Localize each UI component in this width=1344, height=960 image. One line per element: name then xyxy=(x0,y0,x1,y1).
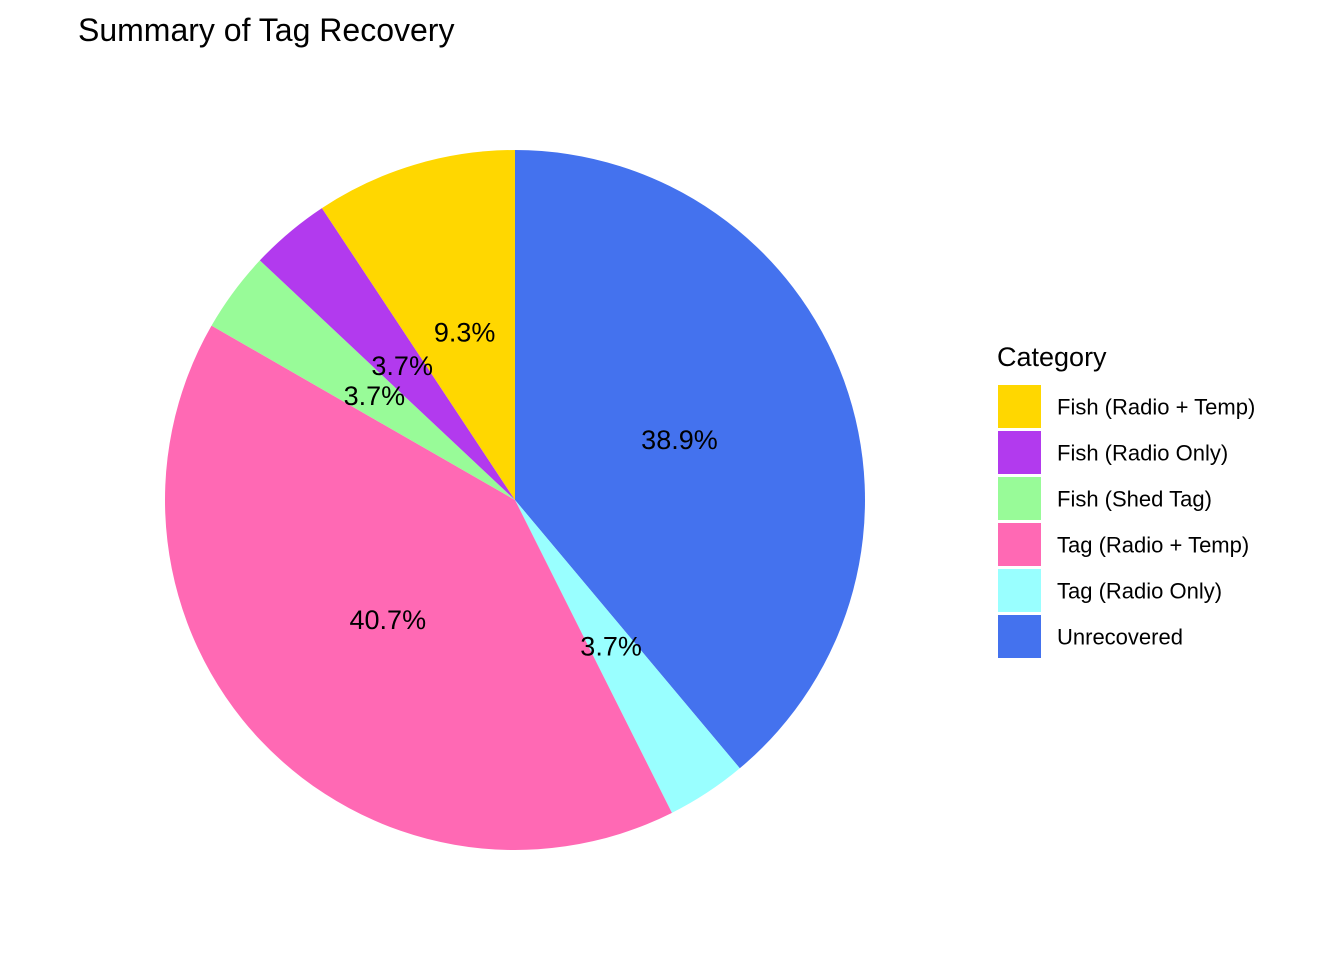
legend-item-fish-radio-only: Fish (Radio Only) xyxy=(998,431,1228,474)
pie-slices xyxy=(164,150,865,850)
legend-swatch-tag-radio-only xyxy=(998,569,1041,612)
legend-label-tag-radio-temp: Tag (Radio + Temp) xyxy=(1057,533,1249,558)
pie-slice-fish-radio-only xyxy=(259,208,515,500)
slice-label-fish-radio-temp: 9.3% xyxy=(434,317,496,347)
legend: Category Fish (Radio + Temp) Fish (Radio … xyxy=(997,342,1255,658)
legend-swatch-tag-radio-temp xyxy=(998,523,1041,566)
legend-swatch-fish-shed-tag xyxy=(998,477,1041,520)
pie-slice-unrecovered xyxy=(515,150,865,769)
pie-slice-tag-radio-temp xyxy=(164,325,672,850)
slice-label-fish-radio-only: 3.7% xyxy=(371,351,433,381)
legend-item-fish-shed-tag: Fish (Shed Tag) xyxy=(998,477,1212,520)
chart-title: Summary of Tag Recovery xyxy=(78,12,454,48)
pie-slice-fish-radio-temp xyxy=(321,150,515,500)
legend-label-fish-radio-only: Fish (Radio Only) xyxy=(1057,441,1228,466)
legend-item-fish-radio-temp: Fish (Radio + Temp) xyxy=(998,385,1255,428)
pie-slice-tag-radio-only xyxy=(515,500,740,813)
legend-swatch-fish-radio-only xyxy=(998,431,1041,474)
legend-label-fish-shed-tag: Fish (Shed Tag) xyxy=(1057,487,1212,512)
legend-label-fish-radio-temp: Fish (Radio + Temp) xyxy=(1057,395,1255,420)
legend-swatch-unrecovered xyxy=(998,615,1041,658)
legend-label-unrecovered: Unrecovered xyxy=(1057,625,1183,650)
legend-item-tag-radio-temp: Tag (Radio + Temp) xyxy=(998,523,1249,566)
legend-title: Category xyxy=(997,342,1107,372)
pie-slice-fish-shed-tag xyxy=(211,260,515,500)
legend-swatch-fish-radio-temp xyxy=(998,385,1041,428)
legend-item-unrecovered: Unrecovered xyxy=(998,615,1183,658)
slice-label-fish-shed-tag: 3.7% xyxy=(344,381,406,411)
slice-label-unrecovered: 38.9% xyxy=(641,425,718,455)
pie-labels: 38.9%3.7%40.7%3.7%3.7%9.3% xyxy=(344,317,718,661)
legend-label-tag-radio-only: Tag (Radio Only) xyxy=(1057,579,1222,604)
slice-label-tag-radio-temp: 40.7% xyxy=(350,605,427,635)
legend-item-tag-radio-only: Tag (Radio Only) xyxy=(998,569,1222,612)
slice-label-tag-radio-only: 3.7% xyxy=(580,631,642,661)
